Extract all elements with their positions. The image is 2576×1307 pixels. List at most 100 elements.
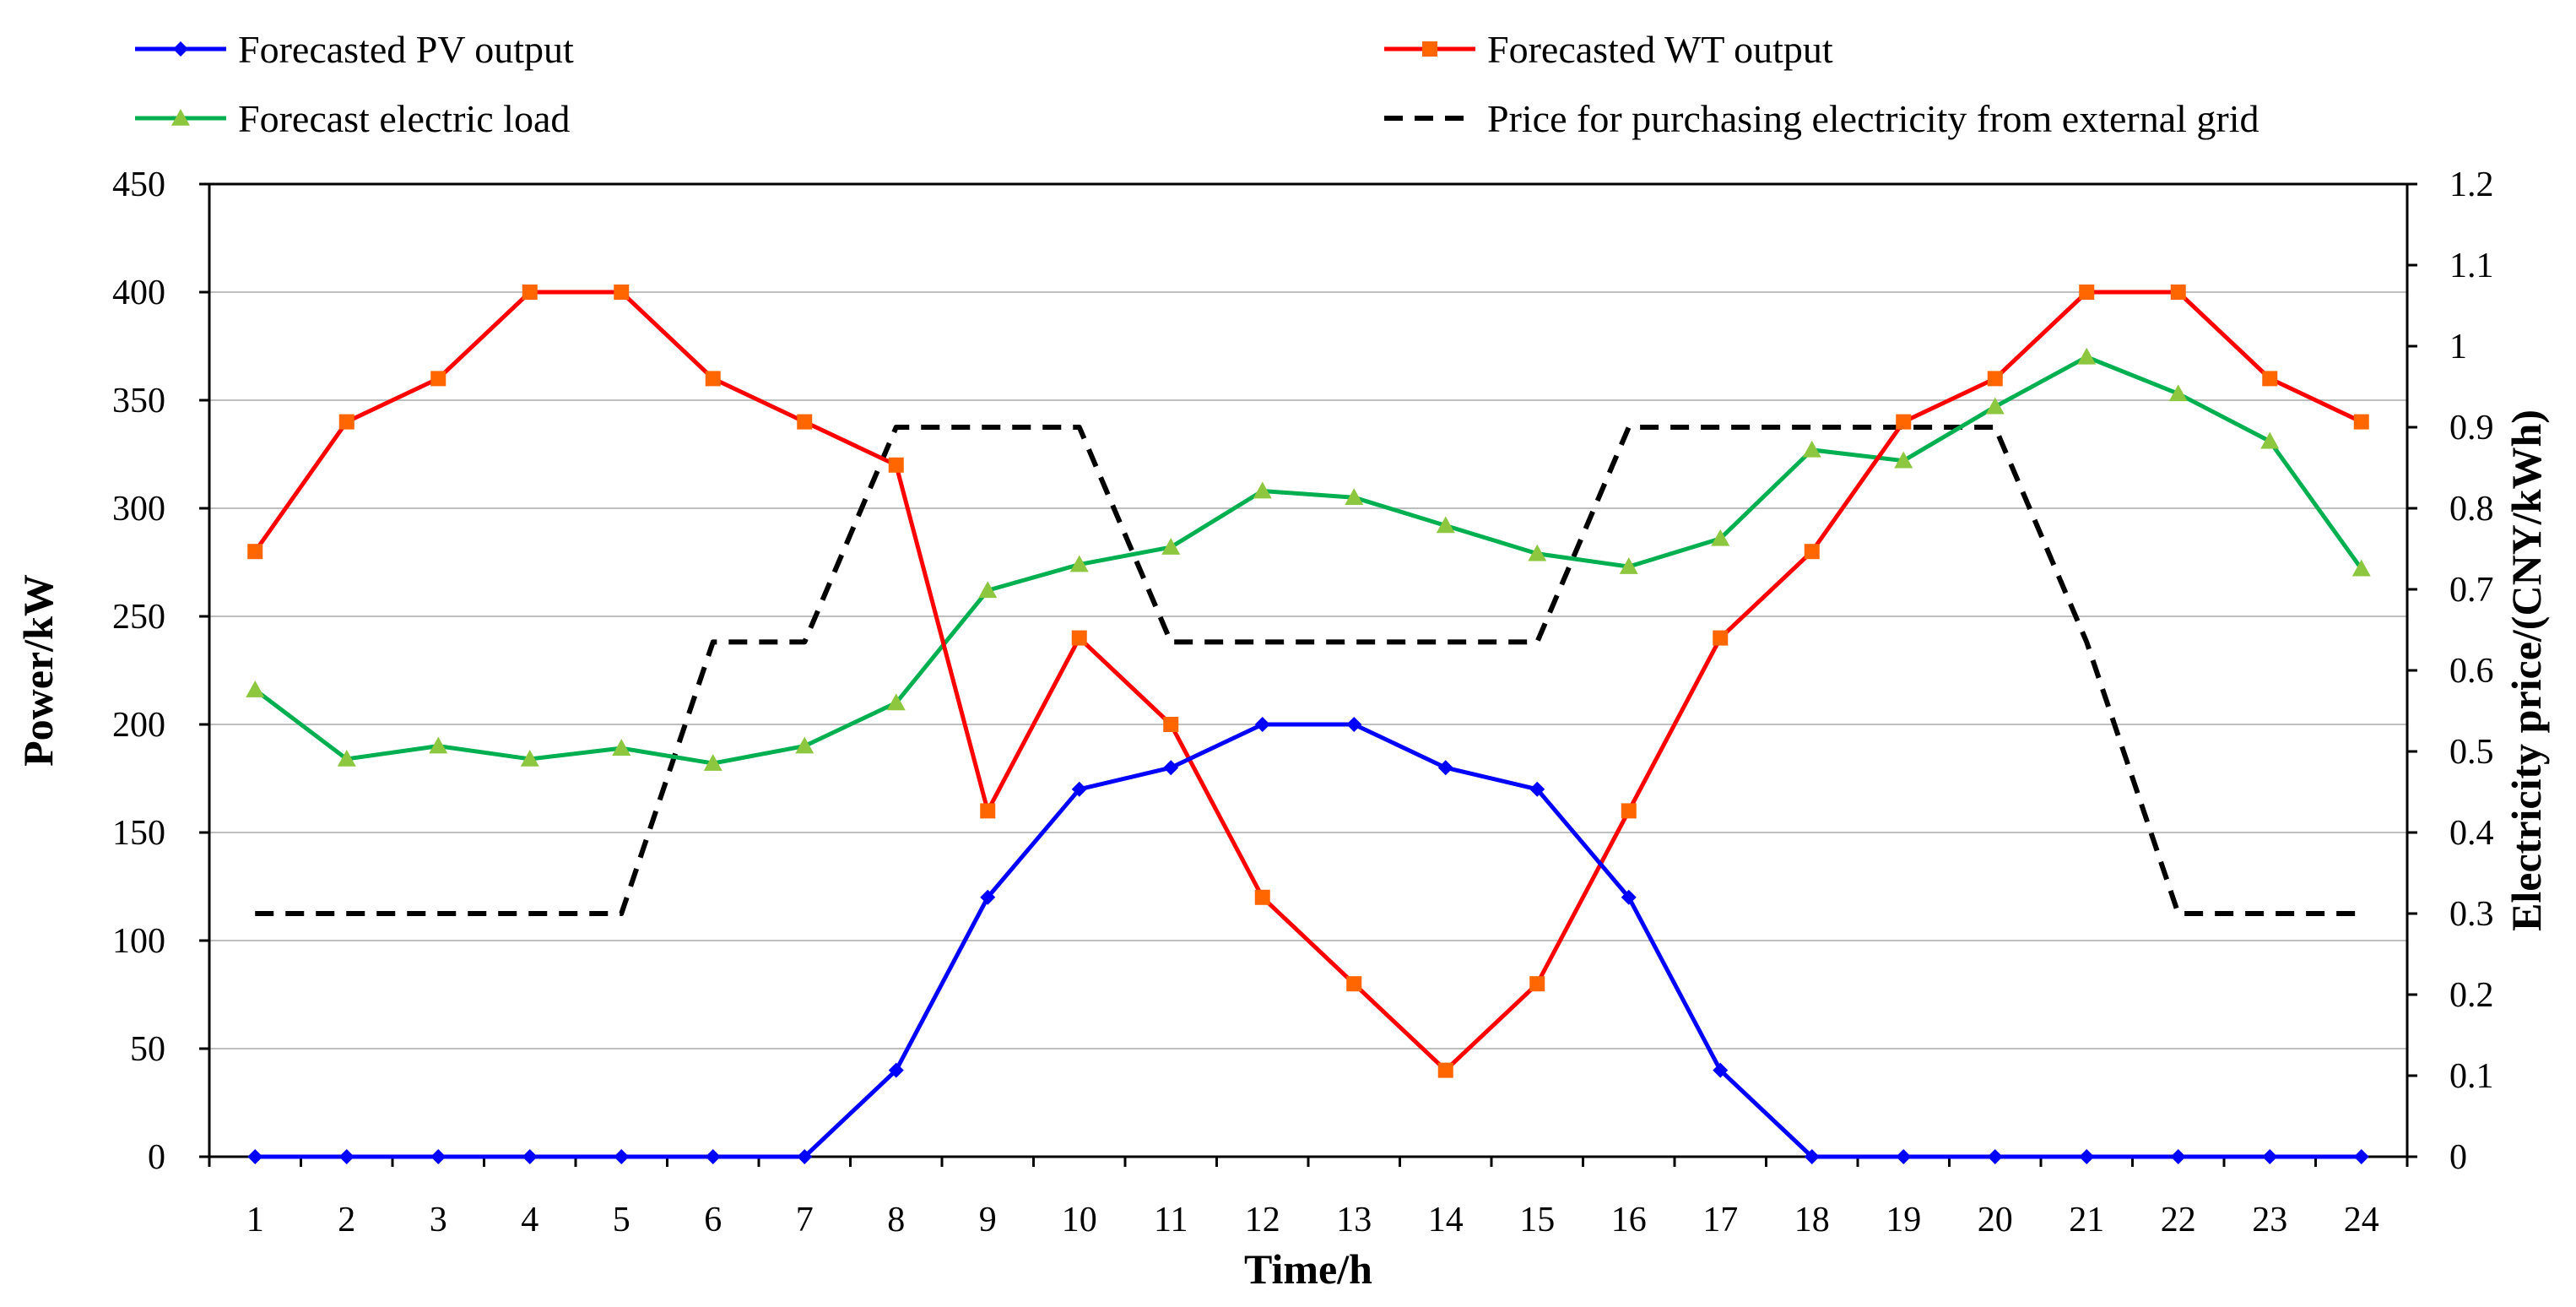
data-point (1163, 717, 1179, 732)
x-tick-label: 5 (613, 1201, 630, 1239)
data-point (1254, 717, 1270, 732)
data-point (1621, 803, 1637, 819)
series-0 (247, 717, 2369, 1164)
legend: Forecasted PV output Forecasted WT output… (135, 28, 2259, 140)
data-point (1713, 1062, 1729, 1078)
legend-marker (173, 41, 188, 57)
data-point (2262, 371, 2278, 387)
data-point (429, 736, 448, 754)
y-tick-label: 0 (148, 1138, 165, 1177)
legend-item: Forecast electric load (135, 97, 570, 140)
legend-label: Forecast electric load (238, 97, 570, 140)
data-point (430, 371, 446, 387)
data-point (247, 544, 263, 560)
data-point (1437, 1062, 1453, 1078)
data-point (1254, 889, 1270, 905)
data-point (797, 1149, 813, 1164)
data-point (1163, 760, 1179, 776)
data-point (1896, 414, 1912, 430)
x-tick-label: 7 (796, 1201, 814, 1239)
data-point (980, 889, 996, 905)
data-point (1071, 781, 1087, 797)
y-tick-label: 200 (112, 706, 165, 745)
data-point (2262, 1149, 2278, 1164)
data-point (797, 414, 813, 430)
x-axis-title: Time/h (1244, 1245, 1372, 1293)
y2-tick-label: 0.3 (2449, 895, 2494, 934)
data-point (246, 681, 265, 697)
data-point (1071, 630, 1087, 646)
data-point (2170, 1149, 2186, 1164)
x-tick-label: 6 (704, 1201, 722, 1239)
series-2 (246, 347, 2371, 771)
data-point (522, 1149, 538, 1164)
data-point (795, 736, 814, 754)
x-tick-label: 4 (521, 1201, 538, 1239)
data-point (2170, 285, 2186, 300)
x-tick-label: 19 (1886, 1201, 1921, 1239)
data-point (1894, 451, 1913, 469)
legend-label: Forecasted WT output (1487, 28, 1833, 71)
data-point (2353, 1149, 2369, 1164)
y-tick-label: 450 (112, 165, 165, 204)
x-tick-label: 17 (1702, 1201, 1738, 1239)
legend-item: Forecasted WT output (1384, 28, 1833, 71)
legend-marker (171, 109, 190, 126)
data-point (2353, 414, 2369, 430)
data-point (1253, 481, 1272, 499)
series-1 (247, 285, 2369, 1078)
data-point (338, 1149, 354, 1164)
x-tick-label: 3 (430, 1201, 447, 1239)
data-point (614, 285, 630, 300)
data-point (980, 803, 996, 819)
y2-tick-label: 1.1 (2449, 247, 2494, 285)
x-tick-label: 21 (2069, 1201, 2104, 1239)
legend-marker (1422, 41, 1437, 57)
data-point (978, 581, 998, 599)
data-point (1528, 544, 1547, 561)
x-tick-label: 16 (1611, 1201, 1647, 1239)
data-point (886, 693, 906, 711)
y2-tick-label: 0 (2449, 1138, 2467, 1177)
data-point (705, 1149, 721, 1164)
x-tick-label: 2 (338, 1201, 355, 1239)
x-tick-label: 12 (1245, 1201, 1280, 1239)
y-tick-label: 150 (112, 814, 165, 853)
data-point (2079, 285, 2095, 300)
x-tick-label: 24 (2344, 1201, 2379, 1239)
y-tick-label: 250 (112, 598, 165, 637)
data-point (2079, 1149, 2095, 1164)
y-tick-label: 300 (112, 490, 165, 529)
x-tick-label: 13 (1336, 1201, 1372, 1239)
y2-tick-label: 0.6 (2449, 652, 2494, 691)
data-point (337, 749, 356, 767)
data-point (1985, 397, 2005, 415)
data-point (1802, 440, 1821, 458)
data-point (430, 1149, 446, 1164)
data-point (703, 754, 722, 771)
data-point (2077, 347, 2097, 365)
y-tick-label: 400 (112, 274, 165, 312)
data-point (1804, 544, 1820, 560)
data-point (1713, 630, 1729, 646)
data-point (2168, 384, 2188, 402)
data-point (1345, 488, 1364, 505)
data-point (614, 1149, 630, 1164)
x-tick-label: 18 (1794, 1201, 1830, 1239)
x-tick-label: 11 (1154, 1201, 1188, 1239)
data-point (1346, 976, 1362, 992)
x-tick-label: 20 (1978, 1201, 2013, 1239)
y2-tick-label: 0.4 (2449, 814, 2494, 853)
series-line (255, 425, 2362, 916)
data-point (1987, 371, 2003, 387)
data-point (1711, 529, 1730, 546)
data-point (1804, 1149, 1820, 1164)
y2-tick-label: 0.9 (2449, 409, 2494, 447)
axis-ticks: 0 50 100 150 200 250 300 350 400 450 0 0.1 0.2 0.3 0.4… (112, 165, 2494, 1239)
data-point (2351, 559, 2371, 577)
data-point (338, 414, 354, 430)
data-point (1436, 516, 1455, 534)
data-point (888, 1062, 904, 1078)
y-tick-label: 350 (112, 382, 165, 420)
data-point (1529, 976, 1545, 992)
